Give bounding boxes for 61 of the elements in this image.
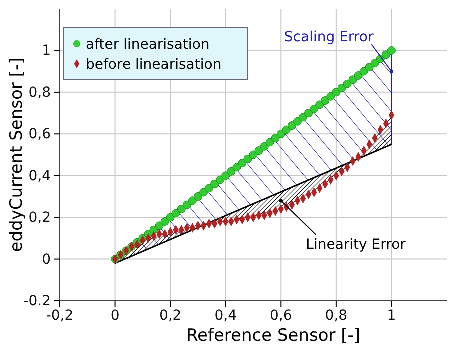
x-axis-title: Reference Sensor [-] (186, 326, 361, 346)
point (160, 218, 170, 226)
y-tick-label: 0,6 (28, 126, 52, 143)
x-tick-label: 0,8 (325, 308, 348, 324)
point (343, 80, 352, 88)
legend-label: before linearisation (86, 57, 222, 73)
y-tick-label: 0,8 (28, 84, 51, 101)
point (254, 146, 264, 156)
point (205, 184, 214, 193)
point (387, 46, 396, 55)
x-tick-label: 1 (387, 308, 396, 324)
x-tick-label: -0,2 (46, 308, 74, 324)
point (282, 126, 291, 134)
legend-label: after linearisation (86, 37, 210, 53)
annotation: Scaling Error (284, 30, 374, 46)
point (172, 209, 180, 218)
point (216, 176, 225, 184)
point (182, 200, 192, 210)
point (382, 50, 390, 60)
point (354, 72, 363, 80)
point (316, 100, 324, 110)
point (177, 204, 186, 214)
y-tick-label: 1 (42, 43, 51, 60)
point (238, 159, 247, 168)
point (365, 63, 374, 72)
point (244, 154, 252, 164)
point (293, 117, 302, 126)
point (200, 188, 208, 197)
point (299, 113, 308, 122)
point (304, 109, 314, 118)
point (271, 134, 280, 143)
point (370, 58, 380, 68)
point (310, 104, 319, 114)
point (288, 122, 296, 130)
point (276, 130, 286, 138)
x-tick-label: 0,2 (159, 308, 182, 324)
point (348, 76, 358, 84)
point (227, 167, 236, 176)
x-tick-label: 0,6 (270, 308, 292, 324)
point (249, 150, 258, 160)
point (232, 163, 242, 172)
point (155, 222, 164, 230)
point (321, 96, 330, 106)
point (188, 196, 197, 206)
point (260, 142, 269, 151)
point (326, 92, 336, 101)
x-tick-label: 0 (110, 308, 120, 324)
annotation: Linearity Error (306, 236, 406, 253)
point (360, 67, 368, 76)
y-axis-title: eddyCurrent Sensor [-] (7, 58, 27, 252)
y-tick-label: 0,2 (28, 210, 51, 226)
point (194, 192, 202, 201)
point (338, 84, 346, 92)
point (332, 88, 341, 97)
point (166, 213, 175, 222)
y-tick-label: 0 (42, 252, 51, 268)
point (266, 138, 274, 147)
x-tick-label: 0,4 (214, 308, 238, 324)
y-tick-label: -0.2 (24, 293, 51, 310)
y-tick-label: 0,4 (28, 168, 52, 184)
point (222, 172, 230, 180)
